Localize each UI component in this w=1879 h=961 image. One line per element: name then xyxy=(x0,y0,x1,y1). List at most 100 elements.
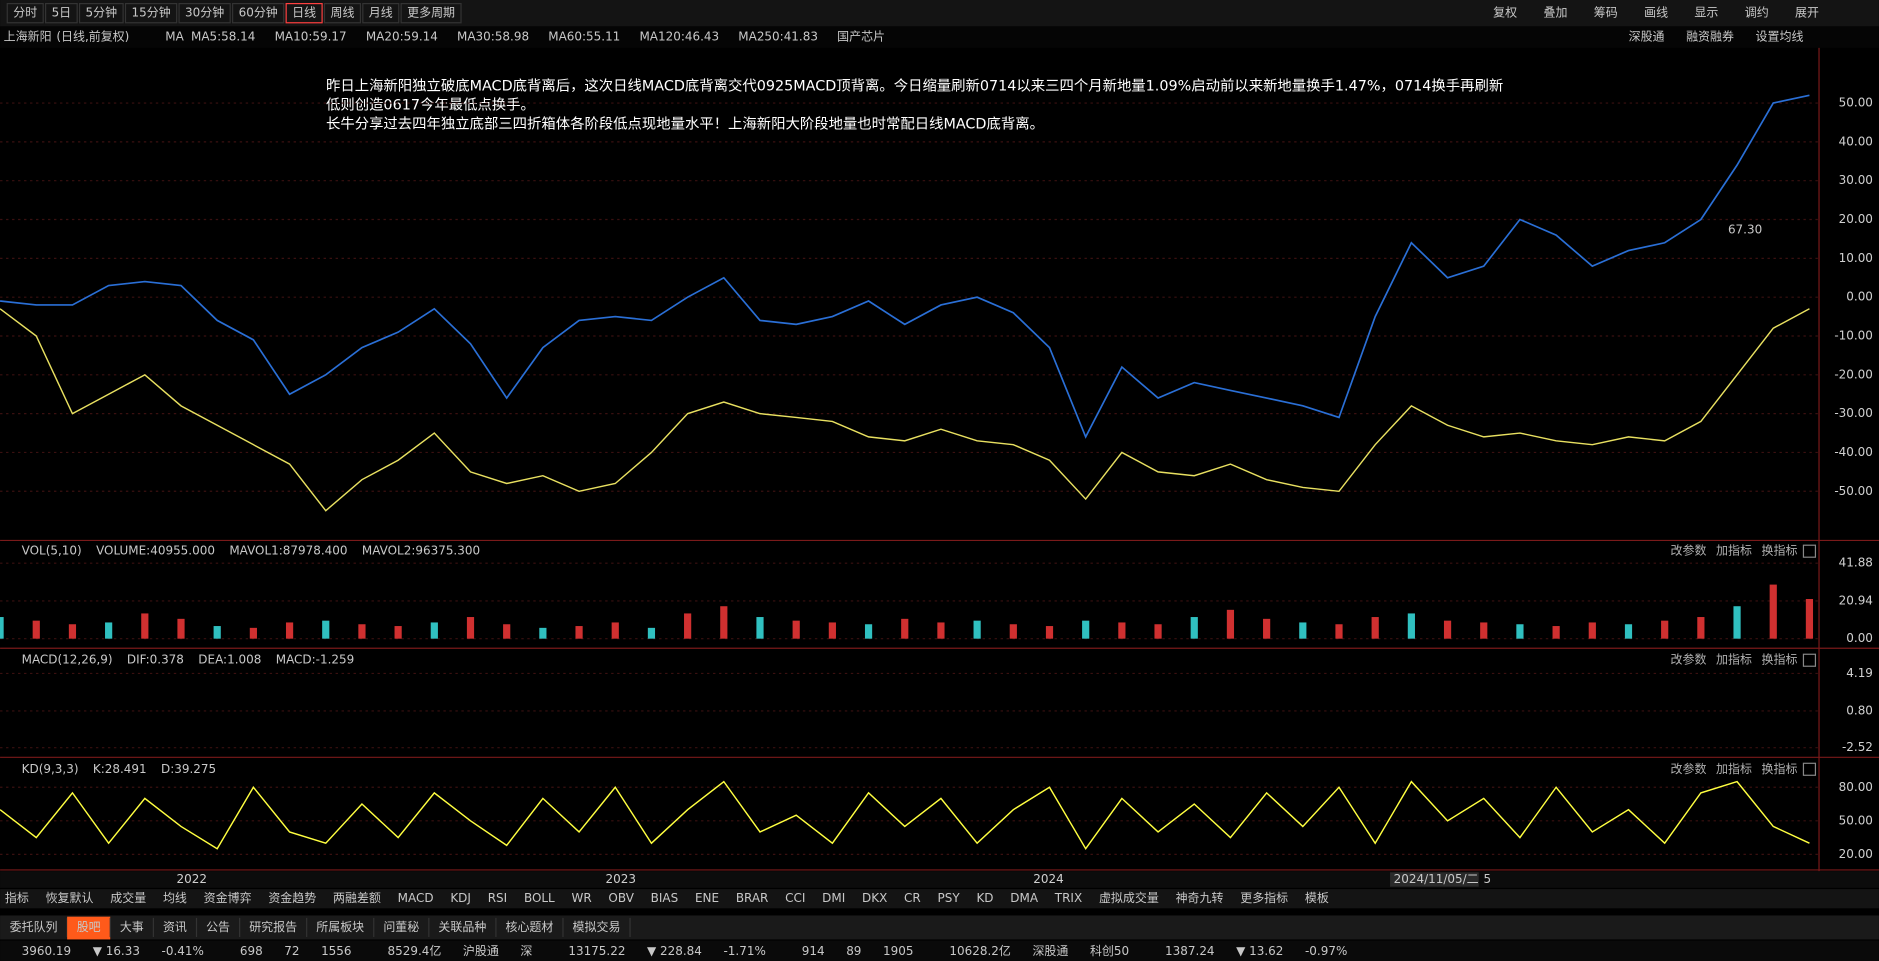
period-box xyxy=(124,2,178,24)
period-tab[interactable]: 日线 xyxy=(292,6,316,20)
bottom-tab[interactable]: 委托队列 xyxy=(10,919,58,934)
panel-button[interactable]: 加指标 xyxy=(1716,652,1752,667)
indicator-tab[interactable]: DMA xyxy=(1010,891,1039,905)
indicator-tab[interactable]: BIAS xyxy=(651,891,679,905)
y-tick-label: 20.94 xyxy=(1839,593,1873,607)
volume-bar xyxy=(792,620,800,639)
status-item: 10628.2亿 xyxy=(949,943,1010,958)
indicator-tab[interactable]: CR xyxy=(904,891,921,905)
stock-name: 上海新阳 xyxy=(4,29,52,44)
period-tab[interactable]: 5日 xyxy=(52,6,72,20)
annotation: 长牛分享过去四年独立底部三四折箱体各阶段低点现地量水平！上海新阳大阶段地量也时常… xyxy=(326,116,1044,133)
panel-button[interactable]: 换指标 xyxy=(1762,652,1798,667)
panel-button[interactable]: 加指标 xyxy=(1716,761,1752,776)
volume-bar xyxy=(575,626,583,639)
period-box xyxy=(44,2,78,24)
indicator-tab[interactable]: 均线 xyxy=(163,891,187,905)
indicator-tab[interactable]: 指标 xyxy=(5,890,29,905)
bottom-tab[interactable]: 所属板块 xyxy=(316,920,364,934)
bottom-tab[interactable]: 股吧 xyxy=(77,920,101,934)
indicator-tab[interactable]: 恢复默认 xyxy=(46,890,94,905)
panel-button[interactable]: 换指标 xyxy=(1762,761,1798,776)
status-item: 科创50 xyxy=(1090,944,1129,958)
period-tab[interactable]: 周线 xyxy=(330,6,354,20)
panel-button[interactable]: 改参数 xyxy=(1671,761,1707,776)
status-item: 914 xyxy=(802,944,825,958)
period-box xyxy=(362,2,400,24)
period-tab[interactable]: 60分钟 xyxy=(239,5,278,20)
indicator-tab[interactable]: 模板 xyxy=(1305,891,1329,905)
period-tab[interactable]: 30分钟 xyxy=(185,5,224,20)
indicator-tab[interactable]: ENE xyxy=(695,891,719,905)
close-button[interactable] xyxy=(1802,653,1817,667)
indicator-tab[interactable]: PSY xyxy=(938,891,961,905)
period-tab[interactable]: 5分钟 xyxy=(86,5,118,20)
tool-button[interactable]: 画线 xyxy=(1644,6,1668,20)
indicator-tab[interactable]: 资金博弈 xyxy=(204,890,252,905)
indicator-tab[interactable]: DKX xyxy=(862,891,887,905)
panel-button[interactable]: 改参数 xyxy=(1671,652,1707,667)
volume-bar xyxy=(647,627,656,639)
y-tick-label: -20.00 xyxy=(1834,367,1873,381)
bottom-tab[interactable]: 大事 xyxy=(120,920,144,934)
indicator-tab[interactable]: TRIX xyxy=(1054,891,1082,905)
bottom-tab[interactable]: 问董秘 xyxy=(383,920,419,934)
info-link[interactable]: 融资融券 xyxy=(1686,29,1734,44)
info-link[interactable]: 设置均线 xyxy=(1756,30,1804,44)
indicator-tab[interactable]: WR xyxy=(572,891,592,905)
indicator-tab[interactable]: 虚拟成交量 xyxy=(1099,890,1159,905)
tool-button[interactable]: 调约 xyxy=(1745,5,1769,20)
volume-bar xyxy=(466,617,475,639)
status-item: ▼ 228.84 xyxy=(647,944,702,958)
period-tab[interactable]: 更多周期 xyxy=(407,6,455,20)
tool-button[interactable]: 显示 xyxy=(1694,6,1718,20)
tool-button[interactable]: 展开 xyxy=(1795,6,1819,20)
indicator-tab[interactable]: OBV xyxy=(608,891,634,905)
close-button[interactable] xyxy=(1802,762,1817,776)
indicator-tab[interactable]: RSI xyxy=(488,891,507,905)
volume-bar xyxy=(322,620,330,639)
panel-button[interactable]: 换指标 xyxy=(1762,543,1798,558)
indicator-tab[interactable]: CCI xyxy=(785,891,805,905)
x-axis-label: 2024 xyxy=(1033,872,1063,886)
volume-bar xyxy=(177,618,185,639)
bottom-tab[interactable]: 关联品种 xyxy=(438,920,486,934)
indicator-tab[interactable]: 资金趋势 xyxy=(268,890,316,905)
indicator-tab[interactable]: BRAR xyxy=(736,891,769,905)
bottom-tab[interactable]: 核心题材 xyxy=(506,920,554,934)
period-tab[interactable]: 分时 xyxy=(13,6,37,20)
panel-button[interactable]: 改参数 xyxy=(1671,543,1707,558)
panel-button[interactable]: 加指标 xyxy=(1716,543,1752,558)
period-tab[interactable]: 15分钟 xyxy=(131,5,170,20)
bottom-tab[interactable]: 模拟交易 xyxy=(573,919,621,934)
status-item: -0.97% xyxy=(1305,944,1347,958)
volume-bar xyxy=(1769,584,1777,639)
status-item: 深股通 xyxy=(1032,944,1068,958)
indicator-tab[interactable]: KD xyxy=(976,891,993,905)
indicator-tab[interactable]: 成交量 xyxy=(110,890,146,905)
bottom-tab[interactable]: 公告 xyxy=(206,920,230,934)
bottom-tab[interactable]: 资讯 xyxy=(163,920,187,934)
period-tab[interactable]: 月线 xyxy=(369,6,393,20)
info-link[interactable]: 深股通 xyxy=(1629,30,1665,44)
volume-bar xyxy=(1480,622,1488,639)
bottom-tab[interactable]: 研究报告 xyxy=(249,919,297,934)
indicator-tab[interactable]: KDJ xyxy=(450,891,471,905)
tool-button[interactable]: 叠加 xyxy=(1543,6,1567,20)
chart-mode: (日线,前复权) xyxy=(56,29,129,44)
close-button[interactable] xyxy=(1802,544,1817,558)
tool-button[interactable]: 复权 xyxy=(1493,6,1517,20)
indicator-tab[interactable]: MACD xyxy=(398,891,434,905)
indicator-tab[interactable]: 更多指标 xyxy=(1240,890,1288,905)
ma-value: MA120:46.43 xyxy=(639,30,719,44)
indicator-tab[interactable]: DMI xyxy=(822,891,845,905)
indicator-tab[interactable]: BOLL xyxy=(524,891,555,905)
indicator-tab[interactable]: 两融差额 xyxy=(333,891,381,905)
volume-bar xyxy=(1009,624,1017,639)
tool-button[interactable]: 筹码 xyxy=(1594,6,1618,20)
indicator-tab[interactable]: 神奇九转 xyxy=(1176,890,1224,905)
y-tick-label: -2.52 xyxy=(1842,740,1873,754)
status-item: 698 xyxy=(240,944,263,958)
y-tick-label: -10.00 xyxy=(1834,328,1873,342)
